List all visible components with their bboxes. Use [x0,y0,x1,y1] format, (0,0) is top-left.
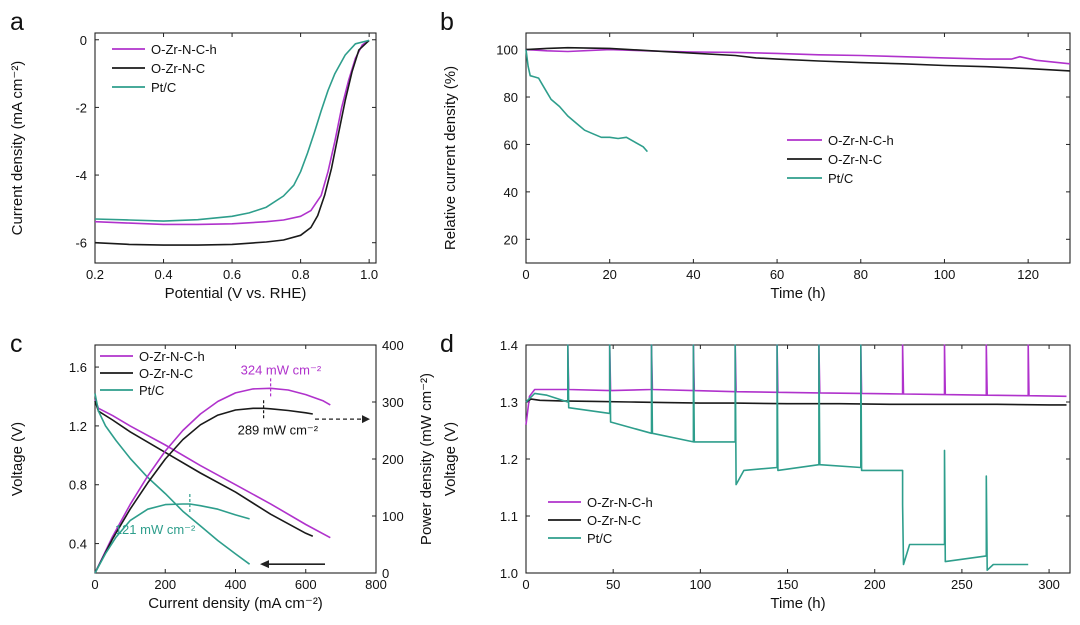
y2-tick-label: 0 [382,566,389,581]
y-axis-title: Voltage (V) [442,422,459,496]
x-tick-label: 600 [295,577,317,592]
y-tick-label: 80 [504,90,518,105]
chart-panel-b: b 0 20 40 60 80 100 120 20 40 60 80 100 Time (h) Relat… [440,8,1071,302]
y-tick-label: 1.2 [500,452,518,467]
panel-letter-d: d [440,330,454,358]
y-tick-label: -2 [75,100,87,115]
x-tick-label: 250 [951,577,973,592]
legend-label-o-zr-n-c: O-Zr-N-C [151,61,205,76]
x-tick-label: 50 [606,577,620,592]
x-tick-label: 0.4 [154,267,172,282]
y2-tick-label: 100 [382,509,404,524]
plot-frame-c [94,344,377,574]
y-tick-label: 0.4 [69,537,87,552]
x-axis-title: Current density (mA cm⁻²) [148,595,323,612]
series-line-o-zr-n-c-h [94,399,331,539]
series-line-o-zr-n-c [525,398,1067,406]
annotation-peak-power: 289 mW cm⁻² [238,422,319,437]
series-line-pt-c [94,393,251,565]
series-line-pt-c [525,49,649,153]
legend-label-pt-c: Pt/C [151,80,176,95]
x-tick-label: 400 [225,577,247,592]
x-tick-label: 0.6 [223,267,241,282]
legend-label-o-zr-n-c-h: O-Zr-N-C-h [151,42,217,57]
legend-label-o-zr-n-c: O-Zr-N-C [587,513,641,528]
x-tick-label: 0.2 [86,267,104,282]
x-tick-label: 100 [690,577,712,592]
x-tick-label: 150 [777,577,799,592]
x-tick-label: 0 [522,267,529,282]
legend-label-pt-c: Pt/C [828,171,853,186]
x-tick-label: 40 [686,267,700,282]
x-tick-label: 300 [1038,577,1060,592]
y-tick-label: 1.3 [500,395,518,410]
y-axis-title: Current density (mA cm⁻²) [9,61,26,236]
series-line-pt-c [525,344,1029,572]
y-tick-label: 1.6 [69,360,87,375]
annotation-peak-power: 324 mW cm⁻² [241,362,322,377]
y-tick-label: 20 [504,232,518,247]
panel-letter-a: a [10,8,24,36]
chart-panel-a: a 0.2 0.4 0.6 0.8 1.0 0 -2 -4 -6 Potential (V vs. … [9,8,378,302]
x-tick-label: 200 [154,577,176,592]
x-tick-label: 0 [91,577,98,592]
annotation-peak-power: 121 mW cm⁻² [115,522,196,537]
x-tick-label: 1.0 [360,267,378,282]
series-line-pt-c-power [94,503,250,574]
x-tick-label: 0.8 [292,267,310,282]
series-line-o-zr-n-c [94,400,314,537]
x-tick-label: 0 [522,577,529,592]
y2-axis-title: Power density (mW cm⁻²) [418,373,435,545]
legend-label-o-zr-n-c-h: O-Zr-N-C-h [139,349,205,364]
panel-letter-c: c [10,330,23,358]
y2-tick-label: 200 [382,452,404,467]
y-tick-label: 1.2 [69,419,87,434]
y-tick-label: -6 [75,236,87,251]
y-tick-label: -4 [75,168,87,183]
y-tick-label: 40 [504,185,518,200]
y-tick-label: 1.0 [500,566,518,581]
y-tick-label: 60 [504,137,518,152]
series-line-o-zr-n-c-h-power [94,387,331,574]
series-line-o-zr-n-c [94,39,370,246]
y-tick-label: 1.1 [500,509,518,524]
legend-label-o-zr-n-c-h: O-Zr-N-C-h [828,133,894,148]
series-line-o-zr-n-c-h [94,39,370,226]
x-tick-label: 120 [1017,267,1039,282]
x-axis-title: Potential (V vs. RHE) [165,285,307,302]
y-tick-label: 0.8 [69,478,87,493]
y-axis-title: Voltage (V) [9,422,26,496]
chart-panel-c: c 0 200 400 600 800 0.4 0.8 1.2 1.6 0 100 200 300 400 C… [9,330,435,612]
y2-tick-label: 300 [382,395,404,410]
x-tick-label: 80 [854,267,868,282]
x-axis-title: Time (h) [770,285,825,302]
series-line-o-zr-n-c [525,46,1071,72]
y-tick-label: 0 [80,33,87,48]
legend-label-pt-c: Pt/C [587,531,612,546]
series-line-pt-c [94,39,370,222]
chart-panel-d: d 0 50 100 150 200 250 300 1.0 1.1 1.2 1.3 1.4 Time (… [440,330,1071,612]
arrow-right-head-icon [362,415,370,424]
legend-label-pt-c: Pt/C [139,383,164,398]
x-axis-title: Time (h) [770,595,825,612]
x-tick-label: 60 [770,267,784,282]
y-axis-title: Relative current density (%) [442,66,459,250]
plot-frame-a [94,32,377,264]
y2-tick-label: 400 [382,338,404,353]
arrow-left-head-icon [260,560,269,569]
y-tick-label: 1.4 [500,338,518,353]
legend-label-o-zr-n-c: O-Zr-N-C [139,366,193,381]
x-tick-label: 200 [864,577,886,592]
plot-frame-b [525,32,1071,264]
x-tick-label: 800 [365,577,387,592]
legend-label-o-zr-n-c-h: O-Zr-N-C-h [587,495,653,510]
panel-letter-b: b [440,8,454,36]
series-line-o-zr-n-c-power [94,407,313,574]
y-tick-label: 100 [496,43,518,58]
x-tick-label: 100 [934,267,956,282]
x-tick-label: 20 [602,267,616,282]
series-line-o-zr-n-c-h [525,48,1071,65]
legend-label-o-zr-n-c: O-Zr-N-C [828,152,882,167]
